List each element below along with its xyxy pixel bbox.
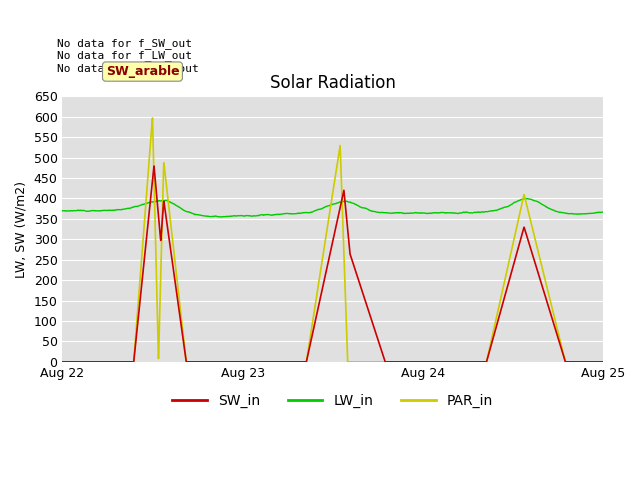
Text: SW_arable: SW_arable xyxy=(106,65,179,78)
Title: Solar Radiation: Solar Radiation xyxy=(269,74,396,92)
Text: No data for f_SW_out
No data for f_LW_out
No data for f_PAR_out: No data for f_SW_out No data for f_LW_ou… xyxy=(57,38,199,74)
Y-axis label: LW, SW (W/m2): LW, SW (W/m2) xyxy=(15,180,28,277)
Legend: SW_in, LW_in, PAR_in: SW_in, LW_in, PAR_in xyxy=(166,388,499,413)
